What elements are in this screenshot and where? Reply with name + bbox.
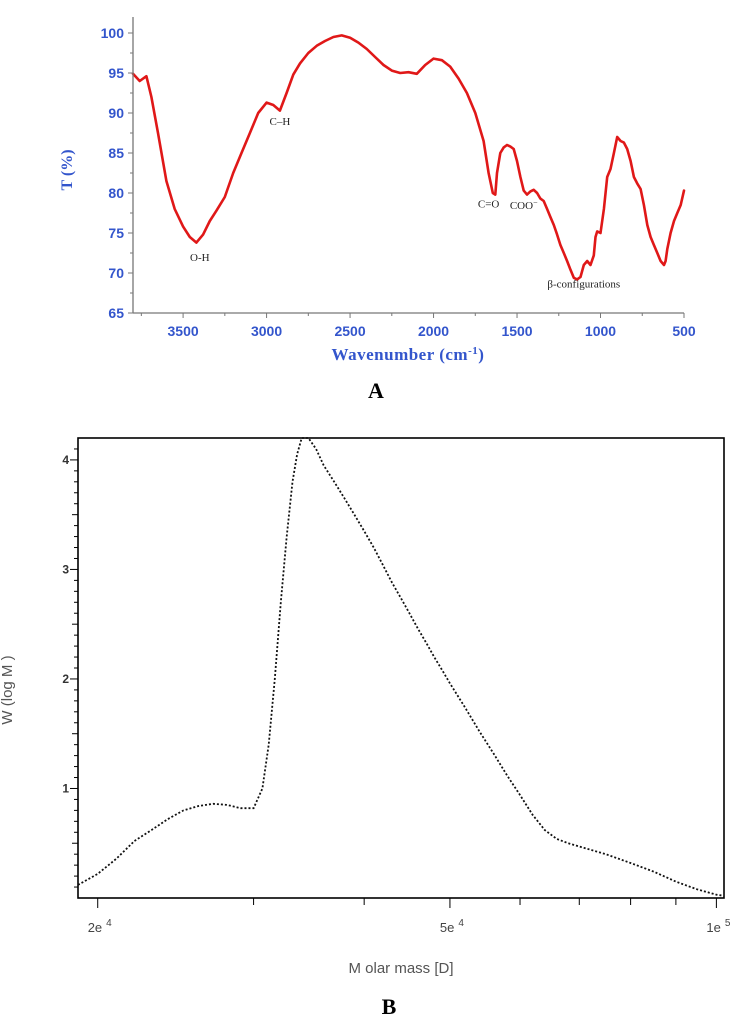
chart-b-x-tick-label: 5e 4 xyxy=(440,918,464,935)
chart-a-x-tick-label: 3000 xyxy=(251,323,282,339)
chart-b-y-tick-label: 2 xyxy=(62,672,69,686)
chart-a-y-ticks: 65 70 75 80 85 90 95 100 xyxy=(101,25,133,321)
chart-a-annotation: β-configurations xyxy=(547,278,620,290)
chart-a-y-tick-label: 65 xyxy=(108,305,124,321)
chart-b-y-axis-label: W (log M ) xyxy=(0,655,16,724)
chart-a-annotation: C–H xyxy=(270,116,291,128)
chart-b-x-tick-exponent: 5 xyxy=(725,918,731,929)
chart-a-x-axis-label-main: Wavenumber (cm xyxy=(332,345,469,364)
chart-b-x-tick-mantissa: 5e xyxy=(440,920,454,935)
chart-a-x-tick-label: 2000 xyxy=(418,323,449,339)
transmittance-curve xyxy=(131,34,686,281)
chart-b-axes xyxy=(77,437,725,899)
chart-a-y-tick-label: 80 xyxy=(108,185,124,201)
chart-b: 2e 4 5e 4 1e 5 1 2 3 4 W (log M ) M olar mass [D… xyxy=(0,437,731,1019)
chart-b-x-tick-exponent: 4 xyxy=(458,918,464,929)
chart-b-y-ticks: 1 2 3 4 xyxy=(62,448,78,888)
chart-a-annotation-sup: − xyxy=(533,198,538,207)
chart-a-y-axis-label: T (%) xyxy=(59,149,76,190)
chart-a-x-axis-label-exponent: -1 xyxy=(468,345,478,357)
chart-a-x-tick-label: 1500 xyxy=(501,323,532,339)
chart-a-y-tick-label: 70 xyxy=(108,265,124,281)
distribution-line xyxy=(77,437,725,897)
chart-b-x-tick-exponent: 4 xyxy=(106,918,112,929)
chart-a: 3500 3000 2500 2000 1500 1000 500 65 70 75 80 85 90… xyxy=(59,17,696,403)
chart-a-y-tick-label: 90 xyxy=(108,105,124,121)
molar-mass-distribution-curve xyxy=(77,437,725,897)
chart-a-x-tick-label: 1000 xyxy=(585,323,616,339)
chart-b-x-ticks: 2e 4 5e 4 1e 5 xyxy=(88,898,731,935)
chart-b-x-axis-label: M olar mass [D] xyxy=(348,960,453,977)
chart-a-axes xyxy=(132,17,684,314)
chart-b-x-tick-mantissa: 1e xyxy=(706,920,720,935)
chart-a-annotation: O-H xyxy=(190,252,210,264)
chart-a-x-tick-label: 2500 xyxy=(334,323,365,339)
chart-b-y-tick-label: 1 xyxy=(62,781,69,795)
chart-a-x-axis-label-close: ) xyxy=(478,345,484,364)
chart-b-x-tick-label: 2e 4 xyxy=(88,918,112,935)
chart-a-x-ticks: 3500 3000 2500 2000 1500 1000 500 xyxy=(140,313,696,339)
chart-b-x-tick-mantissa: 2e xyxy=(88,920,102,935)
chart-a-annotation: C=O xyxy=(478,198,500,210)
chart-a-x-axis-label: Wavenumber (cm-1) xyxy=(332,345,485,364)
chart-a-annotations: O-H C–H C=O COO− β-configurations xyxy=(190,116,620,290)
chart-a-annotation: COO− xyxy=(510,198,538,212)
panel-label-a: A xyxy=(368,378,384,403)
chart-b-y-tick-label: 3 xyxy=(62,562,69,576)
chart-a-y-tick-label: 75 xyxy=(108,225,124,241)
panel-label-b: B xyxy=(382,994,397,1019)
chart-a-x-tick-label: 500 xyxy=(672,323,696,339)
chart-a-y-tick-label: 95 xyxy=(108,65,124,81)
chart-b-x-tick-label: 1e 5 xyxy=(706,918,730,935)
chart-b-y-tick-label: 4 xyxy=(62,453,69,467)
chart-a-y-tick-label: 85 xyxy=(108,145,124,161)
chart-a-x-tick-label: 3500 xyxy=(168,323,199,339)
chart-a-y-tick-label: 100 xyxy=(101,25,125,41)
chart-b-plot-frame xyxy=(77,437,725,899)
